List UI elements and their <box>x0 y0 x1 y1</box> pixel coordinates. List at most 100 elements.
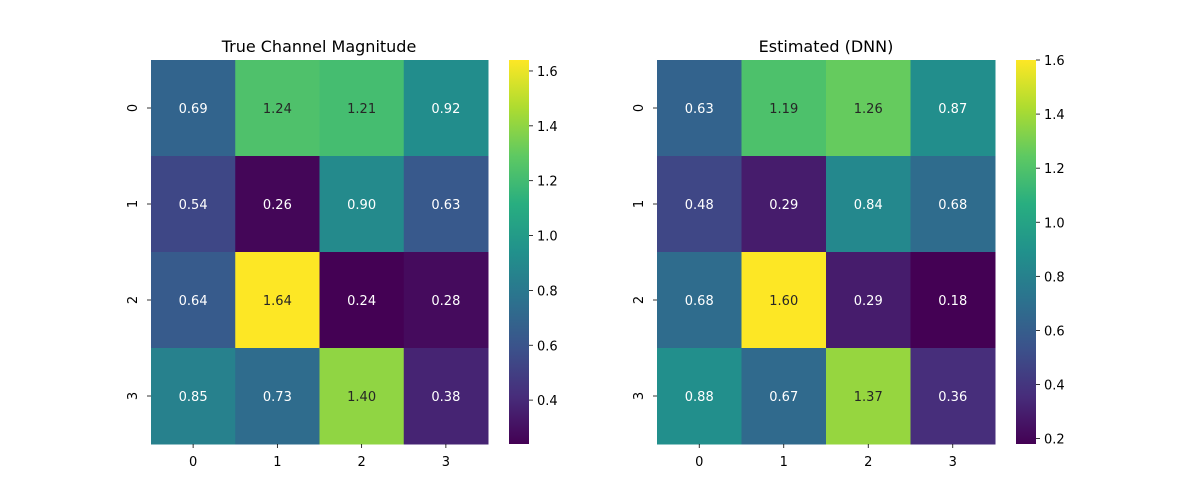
x-axis: 0 1 2 3 <box>695 444 957 470</box>
heatmap-cell <box>403 348 489 445</box>
heatmap-cell <box>826 252 911 349</box>
cell-value-label: 1.64 <box>263 294 292 309</box>
y-tick-label: 2 <box>126 296 141 304</box>
cell-value-label: 0.68 <box>685 294 714 309</box>
colorbar: 0.4 0.6 0.8 1.0 1.2 1.4 1.6 <box>509 60 558 444</box>
heatmap-cell <box>910 60 996 157</box>
x-tick-label: 1 <box>780 455 788 470</box>
heatmap-cell <box>151 60 236 157</box>
cell-value-label: 0.38 <box>431 390 460 405</box>
heatmap-cell <box>235 252 320 349</box>
chart-title: Estimated (DNN) <box>759 37 894 56</box>
cell-value-label: 1.21 <box>347 102 376 117</box>
colorbar-tick-label: 0.8 <box>1044 270 1065 285</box>
heatmap-cell <box>319 252 405 349</box>
heatmap-cell <box>235 60 320 157</box>
heatmap-cell <box>235 348 320 445</box>
cell-value-label: 0.88 <box>685 390 714 405</box>
x-tick-label: 3 <box>442 455 450 470</box>
y-tick-label: 0 <box>126 104 141 112</box>
colorbar-tick-label: 1.6 <box>1044 54 1065 69</box>
cell-value-label: 0.87 <box>938 102 967 117</box>
cell-value-label: 0.68 <box>938 198 967 213</box>
colorbar-tick-label: 0.2 <box>1044 433 1065 448</box>
cell-value-label: 0.24 <box>347 294 376 309</box>
heatmap-cell <box>403 156 489 253</box>
heatmap-cell <box>319 156 405 253</box>
chart-title: True Channel Magnitude <box>221 37 417 56</box>
x-axis: 0 1 2 3 <box>189 444 450 470</box>
cell-value-label: 0.73 <box>263 390 292 405</box>
colorbar: 0.2 0.4 0.6 0.8 1.0 1.2 1.4 1.6 <box>1016 54 1065 448</box>
cell-value-label: 1.24 <box>263 102 292 117</box>
heatmap-cells: 0.69 1.24 1.21 0.92 0.54 0.26 0.90 0.63 0.64 1.64… <box>151 60 489 445</box>
x-tick-label: 0 <box>695 455 703 470</box>
cell-value-label: 1.26 <box>854 102 883 117</box>
cell-value-label: 0.18 <box>938 294 967 309</box>
x-tick-label: 0 <box>189 455 197 470</box>
heatmap-cell <box>657 60 742 157</box>
colorbar-tick-label: 1.4 <box>537 120 558 135</box>
y-tick-label: 3 <box>126 392 141 400</box>
colorbar-tick-label: 0.6 <box>1044 324 1065 339</box>
y-axis: 0 1 2 3 <box>126 104 151 400</box>
cell-value-label: 0.63 <box>431 198 460 213</box>
cell-value-label: 0.85 <box>179 390 208 405</box>
heatmap-cell <box>910 252 996 349</box>
cell-value-label: 0.28 <box>431 294 460 309</box>
heatmap-cell <box>741 60 827 157</box>
cell-value-label: 1.37 <box>854 390 883 405</box>
x-tick-label: 2 <box>864 455 872 470</box>
cell-value-label: 0.36 <box>938 390 967 405</box>
colorbar-tick-label: 0.4 <box>537 394 558 409</box>
heatmap-cells: 0.63 1.19 1.26 0.87 0.48 0.29 0.84 0.68 0.68 1.60… <box>657 60 996 445</box>
colorbar-tick-label: 1.2 <box>1044 162 1065 177</box>
y-tick-label: 1 <box>126 200 141 208</box>
heatmap-cell <box>910 348 996 445</box>
cell-value-label: 0.63 <box>685 102 714 117</box>
heatmap-cell <box>403 60 489 157</box>
heatmap-cell <box>657 348 742 445</box>
heatmap-cell <box>151 348 236 445</box>
colorbar-tick-label: 0.4 <box>1044 379 1065 394</box>
y-tick-label: 3 <box>632 392 647 400</box>
colorbar-tick-label: 1.0 <box>1044 216 1065 231</box>
heatmap-cell <box>151 156 236 253</box>
cell-value-label: 0.84 <box>854 198 883 213</box>
heatmap-cell <box>910 156 996 253</box>
heatmap-cell <box>741 252 827 349</box>
heatmap-cell <box>319 60 405 157</box>
cell-value-label: 0.67 <box>769 390 798 405</box>
cell-value-label: 0.92 <box>431 102 460 117</box>
heatmap-panel-estimated-dnn: Estimated (DNN) 0.63 1.19 1.26 0.870.48 0.29… <box>632 37 1065 470</box>
colorbar-tick-label: 1.0 <box>537 230 558 245</box>
cell-value-label: 1.60 <box>769 294 798 309</box>
cell-value-label: 0.29 <box>854 294 883 309</box>
cell-value-label: 0.90 <box>347 198 376 213</box>
heatmap-cell <box>741 156 827 253</box>
heatmap-cell <box>151 252 236 349</box>
cell-value-label: 0.26 <box>263 198 292 213</box>
y-tick-label: 2 <box>632 296 647 304</box>
x-tick-label: 1 <box>273 455 281 470</box>
cell-value-label: 0.29 <box>769 198 798 213</box>
colorbar-tick-label: 1.6 <box>537 65 558 80</box>
heatmap-cell <box>826 348 911 445</box>
cell-value-label: 0.48 <box>685 198 714 213</box>
heatmap-cell <box>403 252 489 349</box>
heatmap-panel-true-channel: True Channel Magnitude 0.69 1.24 1.21 0.920… <box>126 37 558 470</box>
heatmap-cell <box>741 348 827 445</box>
heatmap-cell <box>657 252 742 349</box>
colorbar-tick-label: 1.4 <box>1044 108 1065 123</box>
y-tick-label: 0 <box>632 104 647 112</box>
y-tick-label: 1 <box>632 200 647 208</box>
cell-value-label: 1.19 <box>769 102 798 117</box>
colorbar-tick-label: 0.8 <box>537 284 558 299</box>
colorbar-gradient <box>1016 60 1036 444</box>
cell-value-label: 0.54 <box>179 198 208 213</box>
heatmap-cell <box>657 156 742 253</box>
cell-value-label: 0.64 <box>179 294 208 309</box>
colorbar-gradient <box>509 60 529 444</box>
colorbar-tick-label: 1.2 <box>537 175 558 190</box>
